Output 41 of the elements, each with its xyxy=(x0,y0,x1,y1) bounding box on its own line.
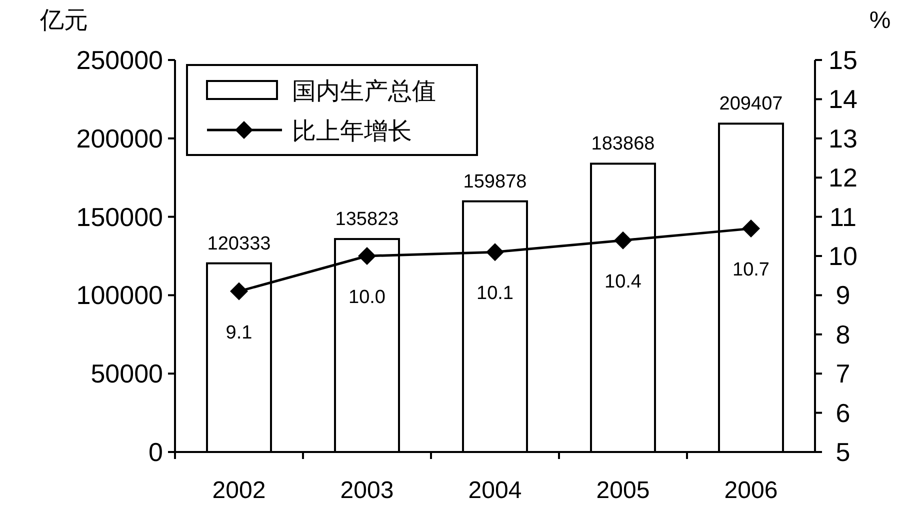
y-tick-label: 0 xyxy=(148,437,163,467)
y2-tick-label: 5 xyxy=(836,437,850,467)
y-tick-label: 250000 xyxy=(76,45,163,75)
legend-label: 比上年增长 xyxy=(292,118,412,145)
point xyxy=(230,282,248,300)
x-tick-label: 2005 xyxy=(596,477,650,504)
y2-tick-label: 15 xyxy=(828,45,858,75)
y-tick-label: 200000 xyxy=(76,123,163,154)
y2-tick-label: 12 xyxy=(828,162,858,193)
point xyxy=(486,243,504,262)
y-axis-title: 亿元 xyxy=(39,7,88,34)
data-label: 10.0 xyxy=(348,287,386,308)
y2-tick-label: 7 xyxy=(836,358,850,389)
data-label: 183868 xyxy=(591,134,655,155)
y-tick-label: 100000 xyxy=(76,280,163,310)
point xyxy=(358,247,376,265)
point xyxy=(742,220,760,238)
y2-tick-label: 8 xyxy=(836,319,850,350)
data-label: 9.1 xyxy=(226,322,252,344)
x-tick-label: 2002 xyxy=(212,477,266,504)
legend-label: 国内生产总值 xyxy=(292,78,436,105)
y2-tick-label: 11 xyxy=(830,202,856,232)
data-label: 209407 xyxy=(719,94,783,115)
y-tick-label: 150000 xyxy=(76,202,163,232)
y2-tick-label: 14 xyxy=(828,84,858,114)
x-tick-label: 2004 xyxy=(468,477,522,504)
data-label: 10.7 xyxy=(732,260,770,281)
data-label: 120333 xyxy=(207,233,271,254)
data-label: 10.4 xyxy=(604,271,642,292)
y2-tick-label: 6 xyxy=(836,398,850,428)
x-tick-label: 2003 xyxy=(340,477,394,504)
x-tick-label: 2006 xyxy=(724,477,778,504)
data-label: 10.1 xyxy=(476,283,514,304)
y-tick-label: 50000 xyxy=(90,358,163,389)
y2-tick-label: 9 xyxy=(836,280,850,310)
y2-tick-label: 10 xyxy=(828,241,858,271)
y2-tick-label: 13 xyxy=(828,123,858,154)
y2-axis-title: % xyxy=(869,7,891,34)
data-label: 159878 xyxy=(463,171,527,192)
data-label: 135823 xyxy=(335,209,399,230)
point xyxy=(614,231,632,250)
